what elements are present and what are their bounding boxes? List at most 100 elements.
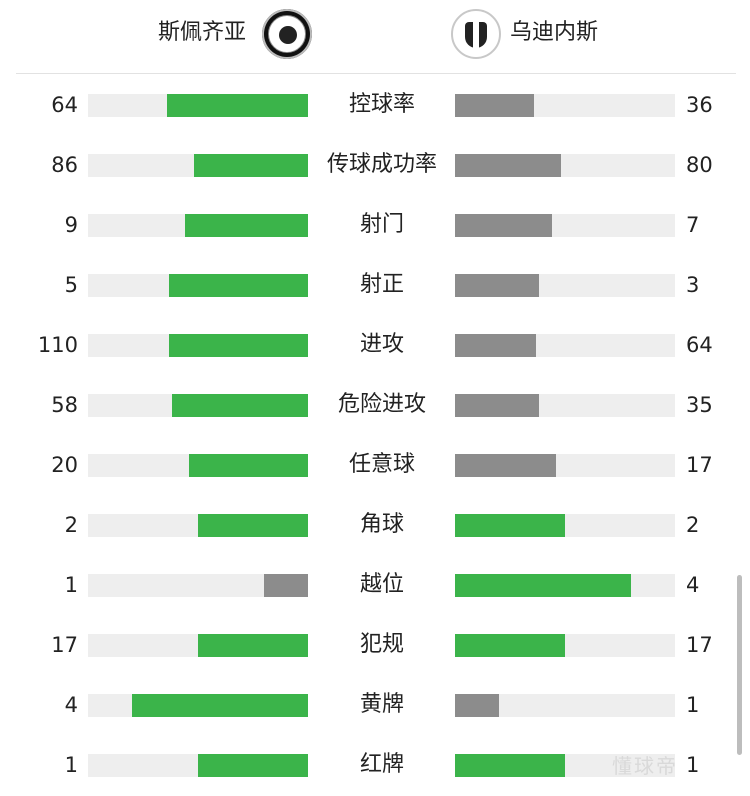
home-stat-bar-fill (198, 754, 308, 777)
away-stat-value: 7 (686, 213, 700, 237)
stat-row: 2 角球 2 (0, 496, 750, 556)
crest-ring (268, 15, 306, 53)
stat-label: 越位 (359, 572, 404, 597)
stat-label: 射正 (359, 272, 404, 297)
home-stat-value: 9 (64, 213, 78, 237)
home-stat-value: 64 (51, 93, 78, 117)
header-divider (16, 73, 736, 74)
spezia-crest-icon[interactable] (262, 9, 312, 59)
stat-row: 110 进攻 64 (0, 316, 750, 376)
stat-row: 86 传球成功率 80 (0, 136, 750, 196)
stat-row: 58 危险进攻 35 (0, 376, 750, 436)
home-stat-bar-fill (169, 274, 308, 297)
home-stat-bar (88, 274, 308, 297)
home-stat-bar (88, 634, 308, 657)
away-stat-bar (455, 394, 675, 417)
watermark: 懂球帝 (612, 754, 678, 778)
home-stat-value: 1 (64, 753, 78, 777)
home-stat-value: 20 (51, 453, 78, 477)
stat-label: 危险进攻 (337, 392, 426, 417)
stat-label: 角球 (359, 512, 404, 537)
home-stat-bar-fill (194, 154, 308, 177)
stat-label: 黄牌 (359, 692, 404, 717)
home-stat-bar-fill (132, 694, 308, 717)
away-stat-bar (455, 514, 675, 537)
home-stat-bar (88, 154, 308, 177)
udinese-crest-icon[interactable] (451, 9, 501, 59)
away-stat-value: 35 (686, 393, 713, 417)
home-stat-bar (88, 694, 308, 717)
stat-label: 射门 (359, 212, 404, 237)
home-stat-value: 86 (51, 153, 78, 177)
away-team-name[interactable]: 乌迪内斯 (510, 20, 599, 45)
home-stat-value: 17 (51, 633, 78, 657)
crest-core (279, 26, 297, 44)
home-stat-bar (88, 94, 308, 117)
home-stat-value: 1 (64, 573, 78, 597)
away-stat-bar-fill (455, 154, 561, 177)
home-stat-value: 5 (64, 273, 78, 297)
away-stat-bar (455, 694, 675, 717)
away-stat-bar-fill (455, 694, 499, 717)
away-stat-bar (455, 274, 675, 297)
away-stat-bar-fill (455, 514, 565, 537)
home-stat-bar (88, 334, 308, 357)
away-stat-value: 17 (686, 453, 713, 477)
away-stat-value: 36 (686, 93, 713, 117)
home-stat-value: 2 (64, 513, 78, 537)
stat-row: 4 黄牌 1 (0, 676, 750, 736)
away-stat-value: 80 (686, 153, 713, 177)
crest-shield (465, 22, 487, 48)
stat-label: 红牌 (359, 752, 404, 777)
home-team-name[interactable]: 斯佩齐亚 (158, 20, 247, 45)
stat-row: 1 红牌 1 (0, 736, 750, 796)
home-stat-value: 58 (51, 393, 78, 417)
away-stat-bar-fill (455, 454, 556, 477)
home-stat-bar (88, 574, 308, 597)
away-stat-bar-fill (455, 94, 534, 117)
stat-row: 64 控球率 36 (0, 76, 750, 136)
stat-row: 5 射正 3 (0, 256, 750, 316)
crest-stripe (473, 22, 479, 48)
away-stat-bar-fill (455, 274, 539, 297)
away-stat-value: 1 (686, 753, 700, 777)
away-stat-value: 1 (686, 693, 700, 717)
stat-row: 1 越位 4 (0, 556, 750, 616)
stat-row: 17 犯规 17 (0, 616, 750, 676)
home-stat-bar-fill (169, 334, 308, 357)
scrollbar[interactable] (737, 575, 742, 755)
away-stat-bar (455, 154, 675, 177)
away-stat-value: 64 (686, 333, 713, 357)
away-stat-value: 2 (686, 513, 700, 537)
home-stat-bar (88, 394, 308, 417)
stat-label: 任意球 (348, 452, 415, 477)
stat-label: 犯规 (359, 632, 404, 657)
away-stat-value: 17 (686, 633, 713, 657)
away-stat-bar-fill (455, 334, 536, 357)
away-stat-bar (455, 574, 675, 597)
away-stat-bar-fill (455, 754, 565, 777)
home-stat-bar-fill (189, 454, 308, 477)
away-stat-bar-fill (455, 394, 539, 417)
home-stat-bar (88, 214, 308, 237)
home-stat-bar (88, 514, 308, 537)
stat-row: 20 任意球 17 (0, 436, 750, 496)
away-stat-bar (455, 334, 675, 357)
away-stat-value: 3 (686, 273, 700, 297)
away-stat-bar-fill (455, 214, 552, 237)
away-stat-value: 4 (686, 573, 700, 597)
stat-label: 传球成功率 (326, 152, 437, 177)
home-stat-bar-fill (264, 574, 308, 597)
away-stat-bar (455, 94, 675, 117)
home-stat-value: 4 (64, 693, 78, 717)
home-stat-bar (88, 754, 308, 777)
home-stat-bar-fill (185, 214, 308, 237)
match-header: 斯佩齐亚 乌迪内斯 (0, 0, 750, 74)
home-stat-bar-fill (167, 94, 308, 117)
stat-label: 控球率 (348, 92, 415, 117)
away-stat-bar-fill (455, 634, 565, 657)
away-stat-bar (455, 214, 675, 237)
away-stat-bar (455, 754, 675, 777)
home-stat-bar-fill (172, 394, 308, 417)
home-stat-bar-fill (198, 514, 308, 537)
